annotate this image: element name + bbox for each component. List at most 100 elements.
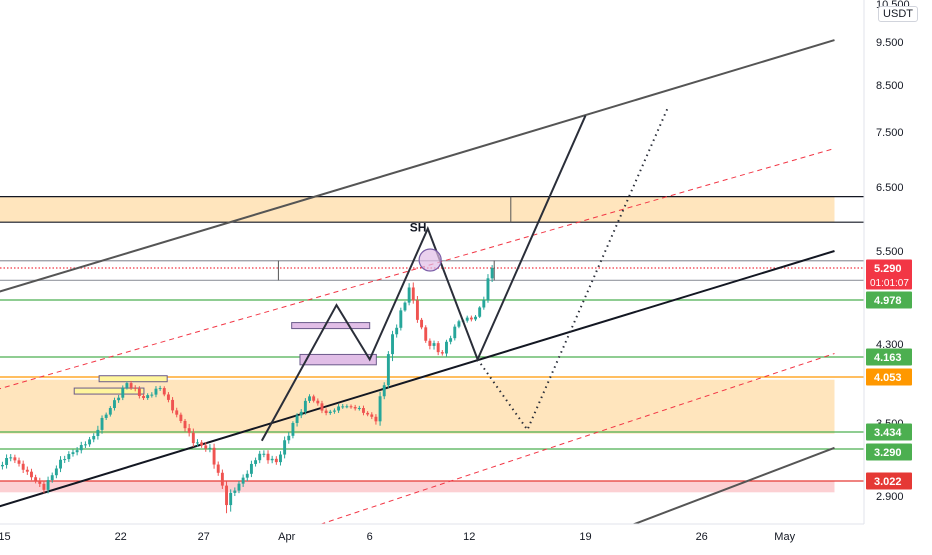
candle-body xyxy=(241,477,245,484)
candle-body xyxy=(403,302,407,311)
price-tick-label: 8.500 xyxy=(876,80,904,92)
candle-body xyxy=(158,388,162,390)
candle-body xyxy=(113,400,116,409)
candle-body xyxy=(5,457,9,465)
candle-body xyxy=(415,300,419,320)
candle-body xyxy=(25,469,29,472)
mid-channel-upper xyxy=(0,148,835,390)
candle-body xyxy=(121,387,125,398)
price-tick-label: 2.900 xyxy=(876,491,904,503)
candle-body xyxy=(490,268,494,279)
candle-body xyxy=(216,464,220,473)
candle-body xyxy=(424,327,428,341)
candle-body xyxy=(183,420,187,429)
price-label-bg xyxy=(866,348,912,366)
candle-body xyxy=(249,463,253,474)
candle-body xyxy=(353,406,357,409)
candle-body xyxy=(258,453,262,461)
candle-body xyxy=(150,394,154,396)
candle-body xyxy=(270,458,274,461)
price-label-bg xyxy=(866,368,912,386)
candle-body xyxy=(196,442,199,444)
candle-body xyxy=(59,459,62,469)
candle-body xyxy=(254,460,258,464)
candle-body xyxy=(108,408,112,415)
candle-body xyxy=(320,403,324,411)
candle-body xyxy=(316,400,320,404)
time-axis: 15 22 27 Apr 6 12 19 26 May xyxy=(0,531,796,543)
price-tick-label: 5.500 xyxy=(876,246,904,258)
candle-body xyxy=(229,492,233,506)
price-label-value: 3.290 xyxy=(874,447,902,459)
price-tick-label: 10.500 xyxy=(876,0,910,11)
channel-top xyxy=(0,39,835,293)
price-tick-label: 9.500 xyxy=(876,37,904,49)
candle-body xyxy=(208,447,212,449)
candle-body xyxy=(274,458,278,463)
price-tick-label: 4.300 xyxy=(876,339,904,351)
candle-body xyxy=(457,321,461,327)
currency-badge[interactable]: USDT xyxy=(878,6,918,22)
candle-body xyxy=(175,410,179,415)
candle-body xyxy=(440,352,444,354)
candles-layer xyxy=(0,265,494,514)
candle-body xyxy=(312,396,316,401)
candle-body xyxy=(212,447,216,465)
price-axis: 10.5009.5008.5007.5006.5005.5004.3003.50… xyxy=(876,0,910,503)
candle-body xyxy=(63,459,67,461)
price-label-value: 5.290 xyxy=(874,263,902,275)
price-label-bg xyxy=(866,472,912,490)
candle-body xyxy=(378,396,382,422)
candle-body xyxy=(287,435,291,441)
price-label-bg xyxy=(866,259,912,290)
candle-body xyxy=(117,397,121,401)
price-tick-label: 7.500 xyxy=(876,127,904,139)
upper-supply-zone xyxy=(0,196,835,223)
candle-body xyxy=(191,432,195,444)
candle-body xyxy=(46,480,50,490)
candle-body xyxy=(370,414,374,417)
candle-body xyxy=(382,385,386,397)
highlight-rect xyxy=(98,375,168,383)
price-tick-label: 6.500 xyxy=(876,182,904,194)
candle-body xyxy=(100,417,104,430)
candle-body xyxy=(428,340,432,346)
candle-body xyxy=(13,457,17,461)
candle-body xyxy=(220,472,224,486)
candle-body xyxy=(279,454,282,463)
candle-body xyxy=(166,394,170,400)
candle-body xyxy=(71,452,75,455)
candle-body xyxy=(478,307,482,317)
candle-body xyxy=(54,468,58,476)
candle-body xyxy=(17,460,21,464)
candle-body xyxy=(129,383,133,388)
alt-projection-path xyxy=(476,105,670,432)
highlight-rect xyxy=(73,387,145,395)
candle-body xyxy=(92,436,96,440)
candle-body xyxy=(432,343,436,346)
candle-body xyxy=(395,327,399,335)
price-label-value: 4.053 xyxy=(874,372,902,384)
channel-lower-ext xyxy=(618,446,835,531)
candle-body xyxy=(104,414,108,418)
candle-body xyxy=(137,388,141,396)
candle-body xyxy=(204,445,208,449)
candle-body xyxy=(341,406,345,408)
projection-path xyxy=(260,115,587,442)
price-label-bg xyxy=(866,443,912,461)
candle-body xyxy=(420,319,424,328)
time-tick-label: 12 xyxy=(463,531,475,543)
candle-body xyxy=(162,388,166,395)
channel-bottom xyxy=(0,250,835,508)
candle-body xyxy=(474,316,477,320)
candle-body xyxy=(291,423,295,436)
candle-body xyxy=(453,326,457,339)
candle-body xyxy=(436,343,440,353)
time-tick-label: May xyxy=(774,531,795,543)
candle-body xyxy=(225,485,228,506)
time-axis-panel[interactable] xyxy=(0,524,932,550)
candle-body xyxy=(171,399,175,411)
